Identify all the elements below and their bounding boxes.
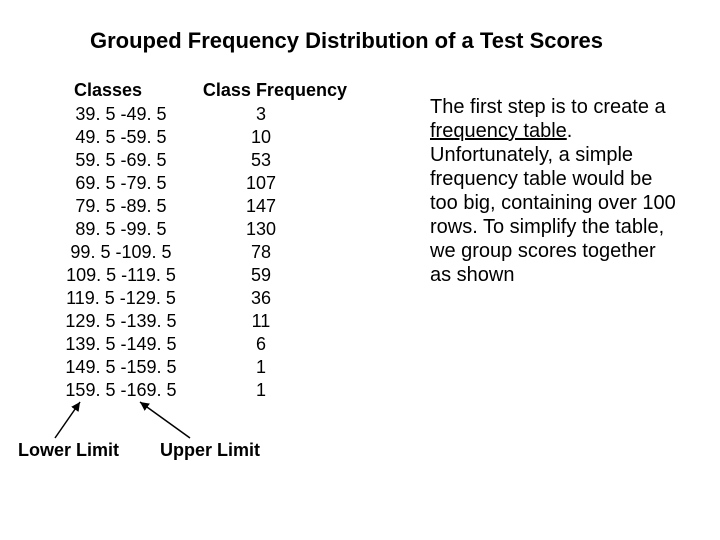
cell-frequency: 3 [182,103,370,126]
header-classes: Classes [60,80,203,101]
cell-class: 109. 5 -119. 5 [60,264,182,287]
cell-frequency: 1 [182,356,370,379]
page-title: Grouped Frequency Distribution of a Test… [90,28,603,54]
cell-frequency: 6 [182,333,370,356]
table-row: 59. 5 -69. 553 [60,149,370,172]
cell-frequency: 11 [182,310,370,333]
cell-class: 49. 5 -59. 5 [60,126,182,149]
cell-frequency: 130 [182,218,370,241]
frequency-table: Classes Class Frequency 39. 5 -49. 5349.… [60,80,370,402]
table-row: 129. 5 -139. 511 [60,310,370,333]
cell-class: 69. 5 -79. 5 [60,172,182,195]
cell-class: 129. 5 -139. 5 [60,310,182,333]
cell-frequency: 78 [182,241,370,264]
cell-frequency: 53 [182,149,370,172]
table-row: 39. 5 -49. 53 [60,103,370,126]
limit-arrows [50,400,250,445]
cell-frequency: 147 [182,195,370,218]
table-row: 119. 5 -129. 536 [60,287,370,310]
cell-class: 119. 5 -129. 5 [60,287,182,310]
para-part2: . Unfortunately, a simple frequency tabl… [430,120,676,286]
cell-class: 149. 5 -159. 5 [60,356,182,379]
table-row: 89. 5 -99. 5130 [60,218,370,241]
cell-class: 139. 5 -149. 5 [60,333,182,356]
table-row: 149. 5 -159. 51 [60,356,370,379]
table-row: 99. 5 -109. 578 [60,241,370,264]
table-row: 109. 5 -119. 559 [60,264,370,287]
para-underline: frequency table [430,120,567,142]
table-row: 79. 5 -89. 5147 [60,195,370,218]
cell-frequency: 36 [182,287,370,310]
cell-class: 99. 5 -109. 5 [60,241,182,264]
cell-frequency: 59 [182,264,370,287]
cell-class: 59. 5 -69. 5 [60,149,182,172]
cell-frequency: 10 [182,126,370,149]
cell-class: 159. 5 -169. 5 [60,379,182,402]
table-header-row: Classes Class Frequency [60,80,370,101]
lower-limit-label: Lower Limit [18,440,119,461]
table-row: 139. 5 -149. 56 [60,333,370,356]
table-row: 159. 5 -169. 51 [60,379,370,402]
cell-class: 39. 5 -49. 5 [60,103,182,126]
para-part1: The first step is to create a [430,96,666,118]
cell-class: 79. 5 -89. 5 [60,195,182,218]
explanation-text: The first step is to create a frequency … [430,95,680,287]
table-body: 39. 5 -49. 5349. 5 -59. 51059. 5 -69. 55… [60,103,370,402]
cell-frequency: 107 [182,172,370,195]
cell-class: 89. 5 -99. 5 [60,218,182,241]
table-row: 69. 5 -79. 5107 [60,172,370,195]
upper-limit-label: Upper Limit [160,440,260,461]
cell-frequency: 1 [182,379,370,402]
header-frequency: Class Frequency [203,80,370,101]
table-row: 49. 5 -59. 510 [60,126,370,149]
